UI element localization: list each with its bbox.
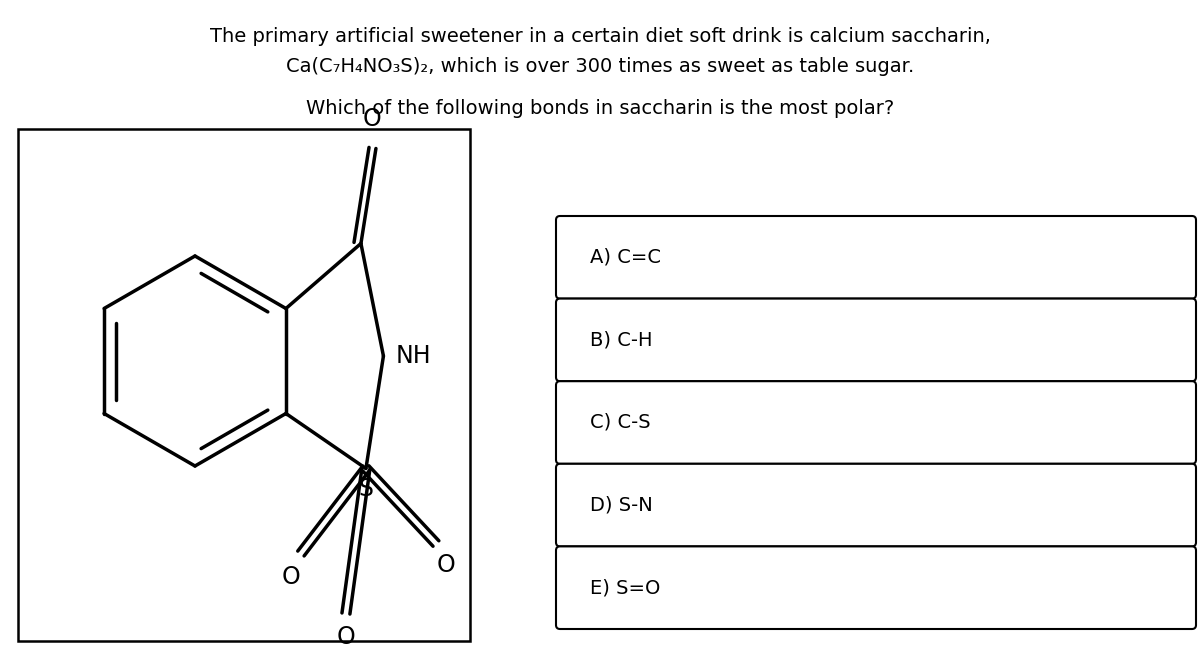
- Text: O: O: [437, 554, 455, 577]
- Bar: [18, 129, 470, 641]
- Text: C) C-S: C) C-S: [590, 413, 650, 432]
- Text: A) C=C: A) C=C: [590, 248, 661, 267]
- FancyBboxPatch shape: [556, 381, 1196, 464]
- Text: O: O: [282, 565, 300, 590]
- Text: S: S: [359, 476, 373, 500]
- Text: B) C-H: B) C-H: [590, 330, 653, 349]
- Text: E) S=O: E) S=O: [590, 578, 660, 597]
- FancyBboxPatch shape: [556, 299, 1196, 381]
- Text: Ca(C₇H₄NO₃S)₂, which is over 300 times as sweet as table sugar.: Ca(C₇H₄NO₃S)₂, which is over 300 times a…: [286, 57, 914, 76]
- Text: The primary artificial sweetener in a certain diet soft drink is calcium sacchar: The primary artificial sweetener in a ce…: [210, 28, 990, 47]
- Text: D) S-N: D) S-N: [590, 496, 653, 515]
- Text: O: O: [336, 625, 355, 650]
- Text: Which of the following bonds in saccharin is the most polar?: Which of the following bonds in sacchari…: [306, 100, 894, 119]
- FancyBboxPatch shape: [556, 464, 1196, 546]
- Text: O: O: [364, 107, 382, 130]
- FancyBboxPatch shape: [556, 216, 1196, 299]
- Text: NH: NH: [396, 344, 431, 368]
- FancyBboxPatch shape: [556, 546, 1196, 629]
